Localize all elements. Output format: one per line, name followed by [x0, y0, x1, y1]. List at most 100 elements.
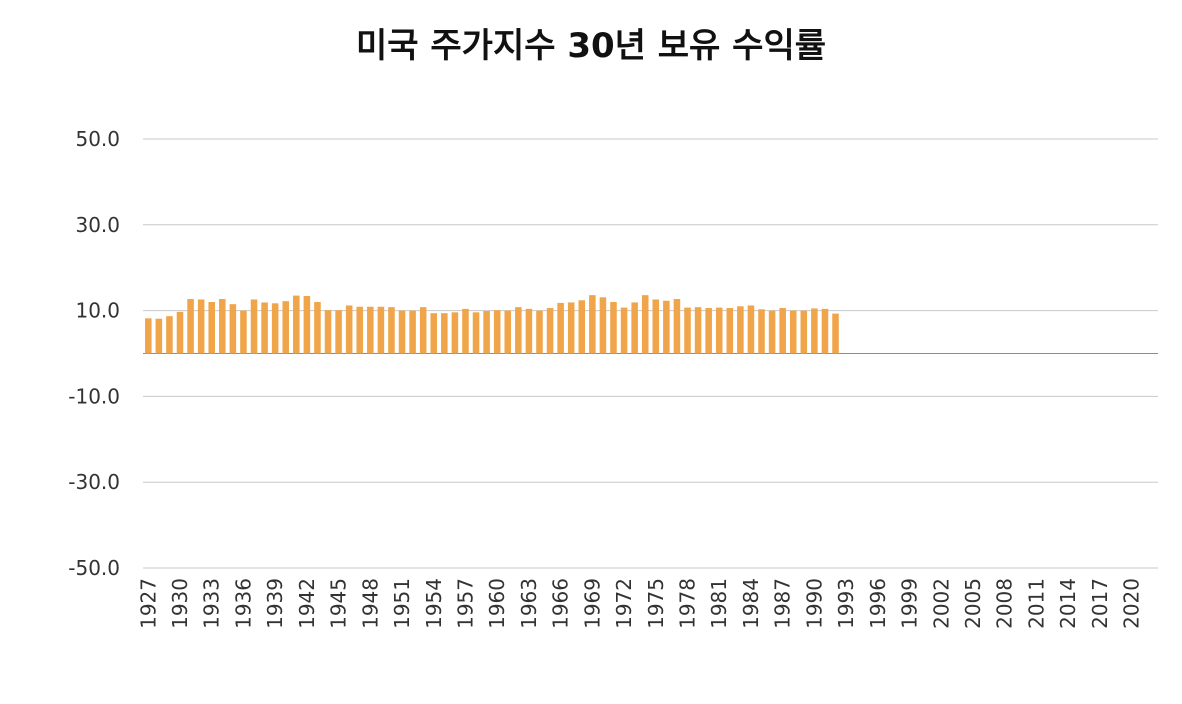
x-tick-label: 1975 — [644, 578, 668, 629]
bar — [483, 311, 490, 354]
x-tick-label: 2008 — [993, 578, 1017, 629]
bar — [250, 299, 258, 354]
x-tick-label: 1948 — [358, 578, 382, 629]
bar — [811, 308, 818, 354]
bar — [800, 310, 808, 354]
bar — [631, 302, 638, 354]
bar — [166, 316, 173, 354]
y-tick-label: -10.0 — [68, 384, 120, 408]
bar — [229, 304, 237, 354]
x-tick-label: 1954 — [422, 578, 446, 629]
bars — [145, 295, 839, 354]
y-tick-label: 30.0 — [75, 213, 120, 237]
x-tick-label: 2017 — [1088, 578, 1112, 629]
bar — [293, 295, 300, 354]
bar — [747, 305, 755, 354]
bar — [430, 313, 438, 354]
bar — [610, 302, 617, 354]
bar — [758, 309, 765, 354]
bar — [208, 302, 216, 354]
bar — [176, 311, 184, 354]
x-tick-label: 1927 — [136, 578, 160, 629]
bar — [525, 308, 533, 354]
x-tick-label: 1960 — [485, 578, 509, 629]
y-axis-ticks: 50.0 30.0 10.0 -10.0 -30.0 -50.0 — [68, 127, 120, 580]
y-tick-label: -30.0 — [68, 470, 120, 494]
bar — [705, 308, 712, 354]
bar — [314, 302, 321, 354]
x-axis-ticks: 1927 1930 1933 1936 1939 1942 1945 1948 1951 1954… — [136, 578, 1143, 629]
x-tick-label: 1936 — [231, 578, 255, 629]
bar — [324, 310, 332, 354]
x-tick-label: 1978 — [676, 578, 700, 629]
x-tick-label: 1969 — [580, 578, 604, 629]
bar — [620, 307, 628, 354]
x-tick-label: 1984 — [739, 578, 763, 629]
y-tick-label: 10.0 — [75, 299, 120, 323]
bar — [557, 302, 564, 354]
bar — [715, 307, 723, 354]
x-tick-label: 1942 — [295, 578, 319, 629]
x-tick-label: 2011 — [1024, 578, 1048, 629]
x-tick-label: 1957 — [453, 578, 477, 629]
bar — [335, 310, 342, 354]
bar — [197, 299, 205, 354]
x-tick-label: 1930 — [168, 578, 192, 629]
bar — [599, 297, 607, 354]
bar — [441, 313, 448, 354]
bar — [345, 305, 353, 354]
x-tick-label: 1972 — [612, 578, 636, 629]
bar — [737, 306, 744, 354]
bar — [398, 310, 406, 354]
gridlines — [143, 138, 1158, 569]
bar — [493, 310, 501, 354]
x-tick-label: 2002 — [929, 578, 953, 629]
y-tick-label: -50.0 — [68, 556, 120, 580]
bar — [451, 312, 459, 354]
bar — [673, 299, 681, 354]
bar — [779, 308, 786, 354]
x-tick-label: 1939 — [263, 578, 287, 629]
bar — [641, 295, 649, 354]
x-tick-label: 1993 — [834, 578, 858, 629]
bar — [768, 310, 776, 354]
x-tick-label: 1963 — [517, 578, 541, 629]
bar — [219, 299, 226, 354]
bar — [271, 303, 279, 354]
bar — [504, 310, 512, 354]
bar — [663, 300, 670, 354]
bar — [546, 308, 554, 354]
bar — [684, 307, 691, 354]
bar — [567, 302, 575, 354]
bar — [377, 306, 385, 354]
x-tick-label: 1951 — [390, 578, 414, 629]
x-tick-label: 1996 — [866, 578, 890, 629]
bar — [145, 318, 152, 354]
bar — [832, 313, 839, 354]
bar — [462, 308, 469, 354]
bar — [515, 307, 522, 354]
bar — [652, 299, 660, 354]
chart-title: 미국 주가지수 30년 보유 수익률 — [355, 26, 827, 66]
x-tick-label: 2020 — [1120, 578, 1144, 629]
x-tick-label: 1945 — [327, 578, 351, 629]
bar — [240, 310, 247, 354]
bar — [472, 312, 480, 354]
bar — [261, 302, 268, 354]
bar — [409, 310, 416, 354]
x-tick-label: 2005 — [961, 578, 985, 629]
x-tick-label: 1990 — [802, 578, 826, 629]
x-tick-label: 2014 — [1056, 578, 1080, 629]
bar — [536, 310, 543, 354]
y-tick-label: 50.0 — [75, 127, 120, 151]
bar — [356, 306, 364, 354]
bar — [155, 318, 163, 354]
bar — [419, 307, 427, 354]
bar — [821, 308, 829, 354]
x-tick-label: 1966 — [549, 578, 573, 629]
x-tick-label: 1933 — [200, 578, 224, 629]
bar — [303, 296, 311, 354]
bar — [187, 299, 194, 354]
bar — [726, 308, 734, 354]
